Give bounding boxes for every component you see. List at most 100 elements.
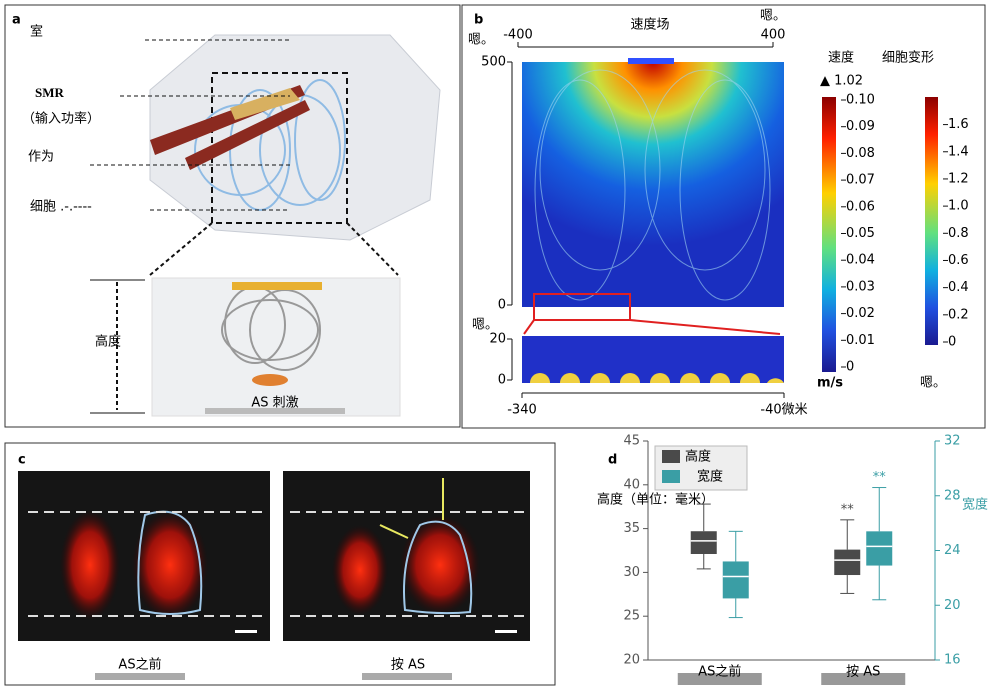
tick-label: 0.6 (948, 253, 969, 268)
tick-label: 0.09 (846, 119, 875, 134)
label: 细胞 .-.---- (30, 200, 92, 215)
legend-swatch (662, 450, 680, 463)
y-axis-label: 高度（单位：毫米） (597, 492, 714, 508)
label: （输入功率） (22, 111, 100, 127)
x-tick-label: 按 AS (846, 665, 880, 680)
panel-b: b 速度场 嗯。 嗯。 嗯。 速度 ▲ 1.02 m/s 细胞变形 嗯。 (461, 4, 986, 429)
tick-label: 1.6 (948, 117, 969, 132)
y2-axis-label: 宽度（单位:米） (962, 497, 990, 513)
caption: AS之前 (118, 657, 161, 673)
colorbar-title: 细胞变形 (882, 50, 934, 66)
field-streamlines (534, 69, 771, 301)
cell-glow (400, 515, 480, 615)
tick-label: -40微米 (760, 403, 807, 418)
panel-label: b (474, 13, 483, 28)
y2-tick-label: 32 (944, 434, 961, 449)
x-tick-label: AS之前 (698, 664, 741, 680)
cell-glow (332, 525, 388, 615)
unit: 嗯。 (920, 376, 946, 391)
tick-label: 0.01 (846, 333, 875, 348)
colorbar-max: ▲ 1.02 (820, 74, 863, 89)
cells (530, 373, 784, 383)
tick-label: 0.07 (846, 173, 875, 188)
tick-label: 0.2 (948, 307, 969, 322)
caption-bar (677, 673, 762, 685)
legend-label: 宽度 (697, 469, 723, 485)
panel-label: d (608, 453, 617, 468)
colorbar (822, 97, 836, 372)
tick-label: 0.4 (948, 280, 969, 295)
tick-label: -340 (507, 403, 537, 418)
tick-label: 1.4 (948, 144, 969, 159)
box (722, 561, 749, 599)
label: 室 (30, 24, 43, 40)
cell-outline (137, 510, 203, 615)
unit: 嗯。 (468, 33, 494, 48)
y2-tick-label: 20 (944, 598, 961, 613)
unit: 嗯。 (760, 9, 786, 24)
caption-bar (95, 673, 185, 680)
y-tick-label: 35 (623, 521, 640, 536)
transducer (628, 58, 674, 64)
tick-label: 0.8 (948, 226, 969, 241)
panel-a: a 室 SMR （输入功率） 作为 细胞 .-.---- 高度 AS 刺激 (4, 4, 461, 428)
cell-outline (403, 520, 473, 615)
box (834, 549, 861, 576)
colorbar-title: 速度 (828, 50, 854, 66)
inset-box (533, 293, 631, 321)
y-tick-label: 40 (623, 477, 640, 492)
caption-bar (362, 673, 452, 680)
unit: m/s (817, 376, 843, 391)
inset-pointer (629, 319, 781, 335)
box (866, 531, 893, 566)
cell-glow (60, 510, 120, 620)
resonator (232, 282, 322, 290)
tick-label: -400 (503, 28, 533, 43)
tick-label: 0.06 (846, 199, 875, 214)
panel-label: c (18, 453, 26, 468)
colorbar (925, 97, 938, 345)
scale-bar (235, 630, 257, 633)
tick-label: 1.2 (948, 171, 969, 186)
label: 作为 (28, 150, 54, 165)
legend-label: 高度 (685, 449, 711, 465)
boundary-lines (28, 511, 524, 617)
y2-tick-label: 16 (944, 653, 961, 668)
unit: 嗯。 (472, 318, 498, 333)
panel-d: d 高度（单位：毫米） 宽度（单位:米） (597, 441, 990, 661)
tick-label: 400 (761, 28, 786, 43)
box (690, 531, 717, 555)
tick-label: 0 (948, 335, 956, 350)
cell (252, 374, 288, 386)
electrode (185, 100, 310, 170)
label: 高度 (95, 334, 121, 350)
tick-label: 0.08 (846, 146, 875, 161)
leader-lines (90, 39, 399, 276)
tick-label: 0.02 (846, 306, 875, 321)
tick-label: 0 (498, 373, 506, 388)
arrows (379, 478, 444, 539)
tick-label: 0 (846, 360, 854, 375)
y-tick-label: 20 (623, 653, 640, 668)
tick-label: 500 (481, 55, 506, 70)
tick-label: 0.03 (846, 279, 875, 294)
y-tick-label: 30 (623, 565, 640, 580)
y2-tick-label: 24 (944, 543, 961, 558)
panel-c: c AS之前 按 AS (4, 442, 556, 686)
annotation: ** (841, 502, 855, 517)
velocity-field (522, 62, 784, 307)
substrate (205, 408, 345, 414)
tick-label: 0.05 (846, 226, 875, 241)
label: AS 刺激 (251, 396, 298, 411)
legend-swatch (662, 470, 680, 483)
y-tick-label: 45 (623, 434, 640, 449)
tick-label: 0.10 (846, 93, 875, 108)
tick-label: 1.0 (948, 199, 969, 214)
title: 速度场 (630, 17, 669, 33)
annotation: ** (873, 470, 887, 485)
panel-label: a (12, 13, 21, 28)
y-tick-label: 25 (623, 609, 640, 624)
caption-bar (821, 673, 906, 685)
label: SMR (35, 85, 65, 100)
